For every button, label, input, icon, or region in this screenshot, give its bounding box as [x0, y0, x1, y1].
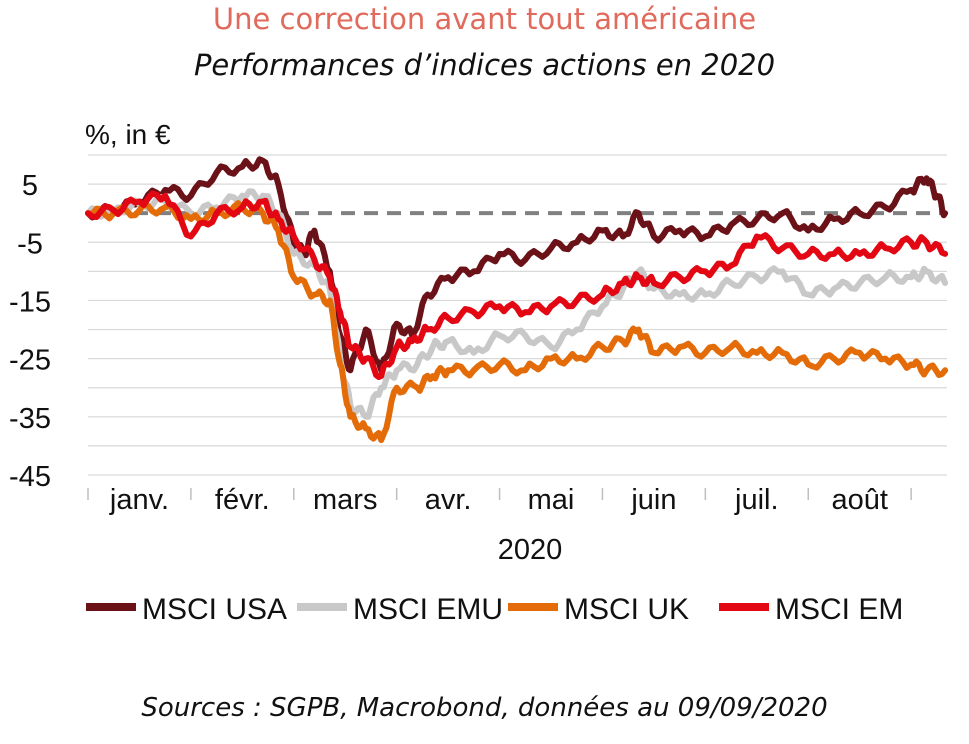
x-tick-label: juil.: [734, 484, 779, 516]
chart-title: Une correction avant tout américaine: [212, 2, 757, 36]
x-tick-label: mars: [313, 484, 377, 516]
series-line-msci-uk: [85, 200, 949, 444]
y-tick-label: -25: [9, 345, 51, 377]
line-chart: 5 -5 -15 -25 -35 -45 janv. févr. mars avr. mai jui…: [9, 119, 949, 626]
series-line-msci-em: [85, 190, 949, 380]
x-tick-label: août: [831, 484, 887, 516]
source-note: Sources : SGPB, Macrobond, données au 09…: [141, 693, 828, 723]
y-tick-label: -5: [17, 228, 43, 260]
x-axis-ticks: janv. févr. mars avr. mai juin juil. août: [87, 484, 912, 516]
y-tick-label: 5: [22, 170, 38, 202]
y-tick-label: -45: [9, 461, 51, 493]
y-tick-label: -35: [9, 403, 51, 435]
legend-label: MSCI EMU: [353, 593, 503, 626]
x-tick-label: févr.: [215, 484, 270, 516]
series-line-msci-emu: [85, 188, 949, 420]
legend-label: MSCI UK: [564, 593, 689, 626]
y-tick-label: -15: [9, 286, 51, 318]
chart-subtitle: Performances d’indices actions en 2020: [193, 48, 776, 82]
series-lines: [85, 156, 949, 444]
x-axis-title: 2020: [498, 534, 563, 566]
legend-label: MSCI EM: [775, 593, 903, 626]
y-unit-label: %, in €: [85, 119, 171, 150]
y-axis-ticks: 5 -5 -15 -25 -35 -45: [9, 170, 51, 493]
legend: MSCI USA MSCI EMU MSCI UK MSCI EM: [86, 593, 903, 626]
legend-label: MSCI USA: [142, 593, 287, 626]
x-tick-label: avr.: [425, 484, 472, 516]
x-tick-label: mai: [528, 484, 575, 516]
gridlines: [88, 154, 947, 476]
series-line-msci-usa: [85, 156, 949, 374]
x-tick-label: juin: [630, 484, 676, 516]
x-tick-label: janv.: [109, 484, 169, 516]
